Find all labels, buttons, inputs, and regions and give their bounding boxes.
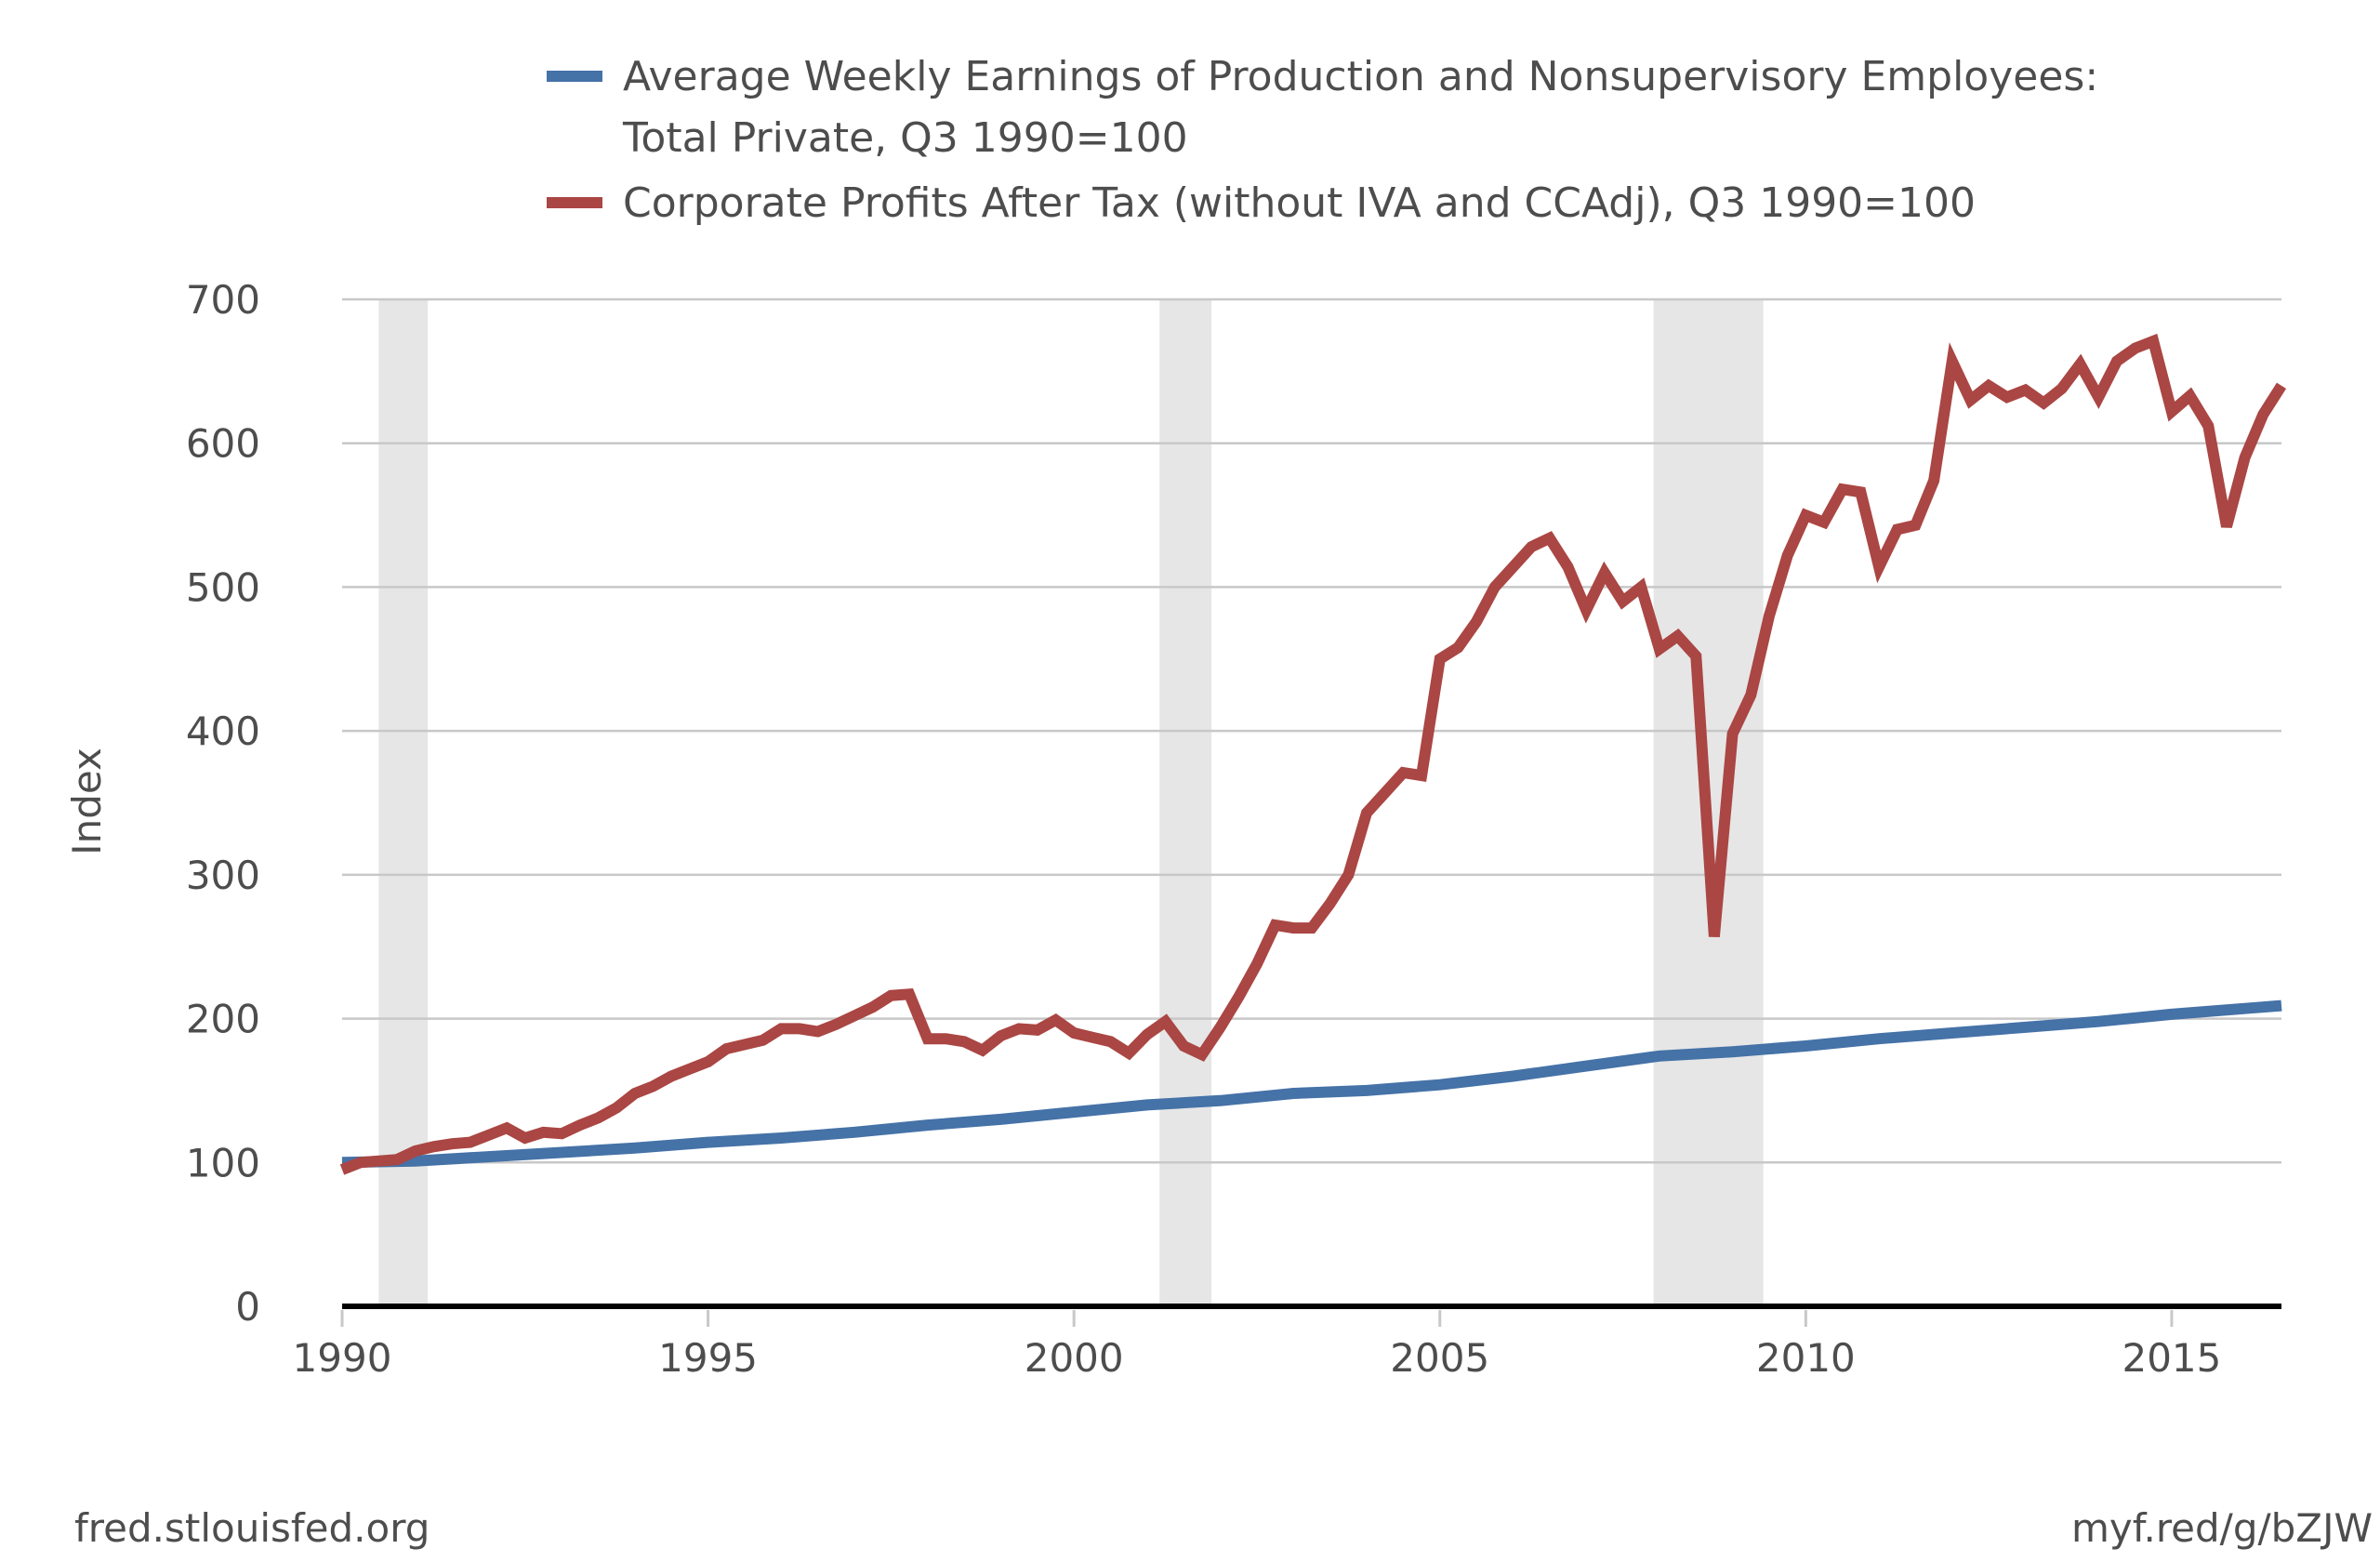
gridlines: [342, 298, 2281, 1164]
y-tick-label-700: 700: [186, 277, 260, 323]
y-tick-label-500: 500: [186, 564, 260, 610]
recession-band-2: [1159, 299, 1212, 1306]
legend-label-earnings-line1: Average Weekly Earnings of Production an…: [623, 53, 2098, 100]
y-tick-label-100: 100: [186, 1140, 260, 1185]
series-line-earnings: [341, 999, 2282, 1169]
y-tick-label-200: 200: [186, 997, 260, 1042]
footer-source[interactable]: fred.stlouisfed.org: [74, 1505, 430, 1551]
footer-link[interactable]: myf.red/g/bZJW: [2071, 1505, 2373, 1551]
x-tick-label-1995: 1995: [658, 1335, 758, 1381]
legend-label-earnings-line2: Total Private, Q3 1990=100: [622, 114, 1188, 162]
legend-item-earnings[interactable]: Average Weekly Earnings of Production an…: [547, 53, 2098, 162]
series-line-profits: [339, 333, 2287, 1175]
y-tick-label-0: 0: [235, 1284, 260, 1330]
recession-bands: [378, 299, 1764, 1306]
x-tick-label-2010: 2010: [1756, 1335, 1856, 1381]
x-tick-label-2000: 2000: [1025, 1335, 1124, 1381]
legend: Average Weekly Earnings of Production an…: [547, 53, 2098, 227]
recession-band-1: [378, 299, 429, 1306]
y-tick-label-600: 600: [186, 421, 260, 467]
x-tick-label-1990: 1990: [293, 1335, 392, 1381]
legend-label-profits: Corporate Profits After Tax (without IVA…: [623, 179, 1976, 227]
y-axis-label: Index: [64, 748, 110, 855]
x-axis-ticks: 1990 1995 2000 2005 2010 2015: [293, 1310, 2221, 1381]
y-axis-ticks: 0 100 200 300 400 500 600 700: [186, 277, 260, 1330]
y-tick-label-400: 400: [186, 708, 260, 754]
x-tick-label-2005: 2005: [1390, 1335, 1489, 1381]
y-tick-label-300: 300: [186, 853, 260, 898]
legend-item-profits[interactable]: Corporate Profits After Tax (without IVA…: [547, 179, 1976, 227]
x-tick-label-2015: 2015: [2122, 1335, 2221, 1381]
series-lines: [339, 333, 2287, 1175]
